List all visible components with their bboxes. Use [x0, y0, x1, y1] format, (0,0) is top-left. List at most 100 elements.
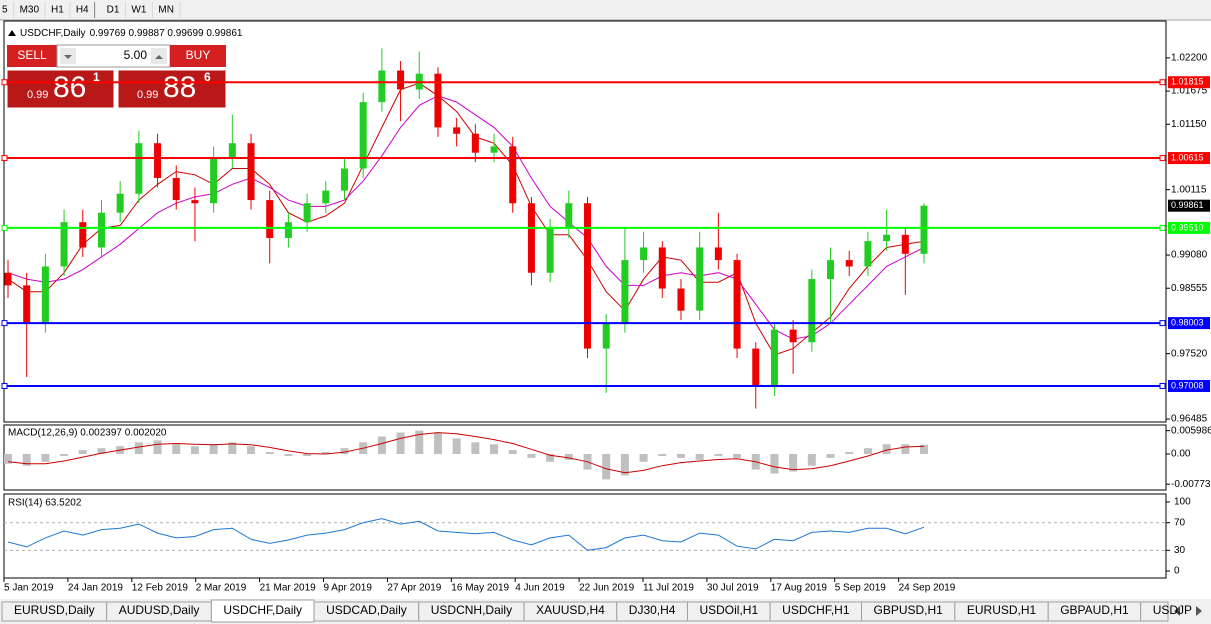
candle-body	[901, 234, 909, 254]
y-tick-label: 1.01675	[1171, 86, 1208, 97]
macd-bar	[321, 452, 330, 455]
timeframe-button[interactable]: 5	[2, 5, 8, 16]
tab-label: USDCNH,Daily	[431, 603, 512, 617]
level-label-box	[1168, 317, 1210, 330]
bid-main: 86	[53, 71, 86, 104]
candle-body	[602, 323, 610, 349]
y-tick-label: 0.00	[1171, 449, 1191, 460]
macd-bar	[845, 452, 854, 455]
candle-body	[359, 102, 367, 169]
y-tick-label: 0.96485	[1171, 414, 1208, 425]
tab[interactable]: USDCHF,H1	[769, 601, 862, 622]
candle-body	[864, 241, 872, 267]
tab[interactable]: GBPAUD,H1	[1047, 601, 1142, 622]
tab-label: XAUUSD,H4	[536, 603, 605, 617]
tab-scroll-right[interactable]	[1196, 606, 1202, 616]
macd-bar	[733, 454, 742, 458]
macd-bar	[901, 444, 910, 455]
tab-label: GBPUSD,H1	[874, 603, 944, 617]
tab[interactable]: EURUSD,Daily	[1, 601, 108, 622]
level-label: 0.98003	[1171, 317, 1204, 327]
macd-bar	[789, 454, 798, 472]
candle-body	[378, 70, 386, 103]
lots-up-icon	[155, 55, 163, 59]
level-handle	[1159, 224, 1166, 231]
timeframe-button[interactable]: H4	[76, 5, 89, 16]
macd-bar	[340, 448, 349, 455]
tab[interactable]: AUDUSD,Daily	[106, 601, 212, 622]
candle-body	[135, 143, 143, 194]
tab-label: USDCHF,Daily	[223, 603, 302, 617]
timeframe-button[interactable]: W1	[131, 5, 146, 16]
timeframe-button[interactable]: D1	[107, 5, 120, 16]
candle-body	[789, 329, 797, 343]
x-tick-label: 24 Jan 2019	[68, 583, 123, 594]
ask-big: 0.99	[137, 89, 158, 101]
tab[interactable]: USDOil,H1	[686, 601, 771, 622]
chart-header: USDCHF,Daily 0.99769 0.99887 0.99699 0.99…	[20, 28, 243, 39]
candle-body	[565, 203, 573, 229]
macd-bar	[153, 440, 162, 455]
candle-body	[397, 70, 405, 90]
timeframe-button[interactable]: M30	[20, 5, 40, 16]
level-label-box	[1168, 379, 1210, 392]
level-label: 0.99510	[1171, 222, 1204, 232]
tab-scroll-left[interactable]	[1174, 606, 1180, 616]
macd-bar	[807, 454, 816, 466]
candle-body	[714, 247, 722, 261]
sell-button[interactable]	[7, 45, 57, 67]
macd-bar	[826, 454, 835, 458]
candle-body	[60, 222, 68, 267]
macd-bar	[172, 444, 181, 455]
tab-label: USDCHF,H1	[782, 603, 850, 617]
macd-bar	[546, 454, 555, 462]
macd-bar	[639, 454, 648, 462]
candle-body	[172, 177, 180, 201]
x-tick-label: 22 Jun 2019	[579, 583, 634, 594]
tab-label: AUDUSD,Daily	[119, 603, 200, 617]
candle-body	[4, 272, 12, 286]
symbol-title: USDCHF,Daily	[20, 28, 86, 39]
candle-body	[340, 168, 348, 191]
macd-bar	[396, 432, 405, 455]
candle-body	[79, 222, 87, 248]
y-tick-label: 0.97520	[1171, 348, 1208, 359]
level-label-box	[1168, 76, 1210, 89]
x-tick-label: 27 Apr 2019	[387, 583, 441, 594]
y-tick-label: 70	[1174, 517, 1186, 528]
candle-body	[920, 205, 928, 254]
rsi-panel	[3, 493, 1167, 579]
level-label: 0.97008	[1171, 380, 1204, 390]
buy-button[interactable]	[170, 45, 226, 67]
tab[interactable]: USDCAD,Daily	[313, 601, 420, 622]
candle-body	[228, 143, 236, 160]
tab[interactable]: DJ30,H4	[616, 601, 688, 622]
tab[interactable]: GBPUSD,H1	[861, 601, 956, 622]
x-tick-label: 2 Mar 2019	[196, 583, 247, 594]
macd-bar	[882, 444, 891, 455]
y-tick-label: 30	[1174, 545, 1186, 556]
x-tick-label: 17 Aug 2019	[771, 583, 828, 594]
timeframe-button[interactable]: MN	[158, 5, 174, 16]
ask-box[interactable]	[117, 69, 227, 109]
ask-main: 88	[163, 71, 196, 104]
bid-box[interactable]	[6, 69, 115, 109]
macd-bar	[97, 448, 106, 455]
tab[interactable]: USDCNH,Daily	[418, 601, 525, 622]
tab[interactable]: XAUUSD,H4	[523, 601, 618, 622]
tab[interactable]: USDCHF,Daily	[210, 599, 315, 623]
sell-label: SELL	[17, 48, 47, 62]
candle-body	[453, 127, 461, 134]
x-tick-label: 5 Sep 2019	[835, 583, 887, 594]
x-tick-label: 4 Jun 2019	[515, 583, 565, 594]
tab-label: EURUSD,Daily	[14, 603, 95, 617]
macd-bar	[284, 454, 293, 456]
tab-label: GBPAUD,H1	[1060, 603, 1129, 617]
timeframe-button[interactable]: H1	[51, 5, 64, 16]
macd-bar	[620, 454, 629, 476]
macd-bar	[303, 454, 312, 456]
tab[interactable]: USDJP	[1140, 601, 1192, 622]
tab[interactable]: EURUSD,H1	[954, 601, 1049, 622]
macd-bar	[471, 442, 480, 455]
